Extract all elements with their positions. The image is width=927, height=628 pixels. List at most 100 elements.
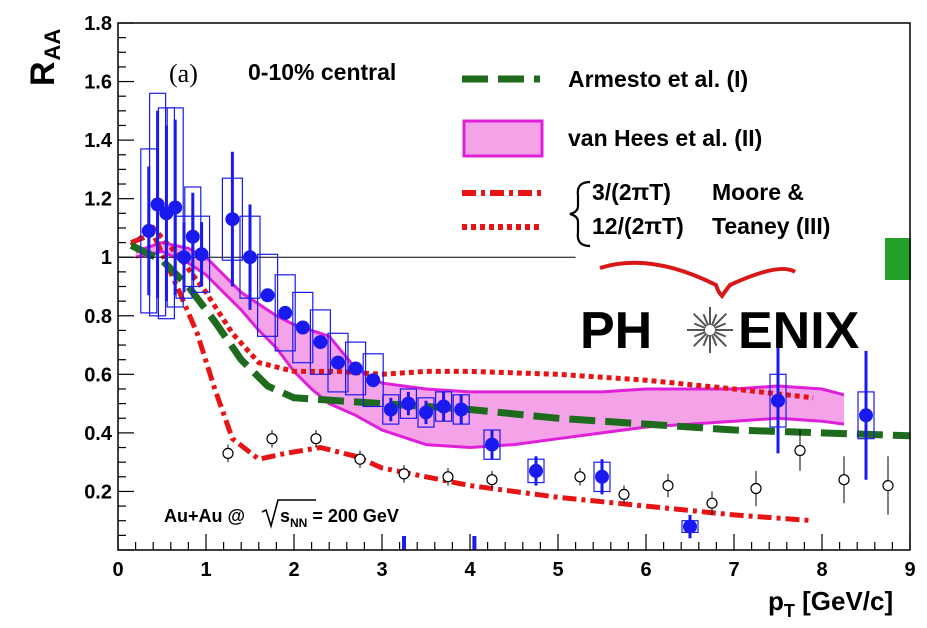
pi0-point [662,480,674,492]
electron-point [331,355,345,370]
energy-label: sNN = 200 GeV [280,506,399,530]
energy-value: = 200 GeV [307,506,399,526]
phenix-logo-ray [702,334,710,347]
electron-point [278,305,293,320]
electron-point [401,396,416,411]
y-tick-label: 1 [101,247,112,269]
x-tick-label: 7 [728,559,739,581]
y-tick-label: 0.8 [84,306,112,328]
y-tick-label: 1.8 [84,13,112,35]
phenix-logo-ray [714,322,727,330]
armesto-curve [129,242,911,440]
x-tick-label: 3 [376,559,387,581]
electron-point [383,402,398,417]
pi0-point [706,497,718,509]
pi0-point [442,471,454,483]
electron-point [366,373,381,388]
legend: Armesto et al. (I) van Hees et al. (II) … [462,66,830,248]
pi0-point [794,444,806,457]
electron-sys-box [309,309,331,375]
electron-sys-box [345,341,367,396]
x-axis-title-sub: T [784,601,795,621]
electron-point [141,223,156,238]
electron-sys-box [399,388,417,419]
collision-system-label: Au+Au @ [164,506,245,526]
van-hees-lower-edge [135,249,845,450]
electron-point [683,519,697,534]
pi0-point [574,471,586,483]
electron-point [529,463,543,478]
electron-point [185,229,200,244]
centrality-label: 0-10% central [248,59,396,85]
y-tick-label: 0.6 [84,364,112,386]
pi0-point [838,474,850,486]
legend-brace [569,180,591,248]
pi0-point [222,447,234,459]
electron-point [295,320,310,335]
electron-point [168,200,183,215]
moore-12-curve [129,224,814,401]
moore-3-curve [130,230,814,524]
electron-point [313,335,328,350]
electron-sys-box [257,253,279,337]
phenix-logo-ray [710,313,718,326]
electron-point [436,399,451,414]
electron-sys-box [327,332,349,393]
x-tick-label: 9 [904,559,915,581]
x-axis-title-unit: [GeV/c] [795,586,893,616]
pi0-point [882,480,894,492]
x-tick-label: 1 [200,559,211,581]
y-tick-label: 1.4 [84,130,113,152]
phenix-logo-ray [693,322,706,330]
phenix-logo: PH ENIX [580,260,860,360]
x-tick-label: 2 [288,559,299,581]
electron-point [485,437,499,452]
x-tick-label: 5 [552,559,563,581]
x-tick-label: 0 [112,559,123,581]
legend-group-label-1: Moore & [712,179,804,205]
electron-point [243,250,257,265]
legend-group-label-2: Teaney (III) [712,213,830,239]
phenix-logo-ray [712,312,728,328]
pi0-point [486,474,498,486]
y-tick-label: 0.4 [84,423,113,445]
pi0-points-group [222,430,894,515]
phenix-logo-left: PH [580,302,652,360]
axes-group: 0 1 2 3 4 5 6 7 8 9 0.2 0.4 0.6 0.8 1 1.2 1.4 1.6 1.8 [84,13,915,581]
electron-point [595,469,609,484]
electron-point [194,247,209,262]
x-tick-label: 4 [464,559,476,581]
y-tick-label: 1.2 [84,189,112,211]
legend-label-vanhees: van Hees et al. (II) [568,125,762,151]
phenix-logo-arc [599,260,797,300]
phenix-logo-ray [710,334,718,347]
electron-sys-box [362,353,384,408]
panel-label: (a) [169,59,198,88]
legend-label-armesto: Armesto et al. (I) [568,66,748,92]
electron-point [771,393,785,408]
phenix-logo-ray [714,330,727,338]
electron-sys-box [292,291,314,364]
electron-point [859,408,873,423]
y-axis-title-sub: AA [40,29,65,61]
electron-sys-box [274,274,296,352]
electron-point [419,405,433,420]
pi0-point [398,468,410,480]
electron-point [260,288,275,303]
phenix-logo-ray [702,313,710,326]
phenix-logo-right: ENIX [738,302,860,360]
electron-sys-box [382,394,400,425]
electron-point [150,197,165,212]
electron-sys-box [417,397,435,428]
electron-point [225,212,240,227]
phenix-logo-ray [693,330,706,338]
legend-label-moore12: 12/(2πT) [592,213,684,239]
offscale-markers-group [402,536,477,550]
electron-points-group [141,110,873,539]
phenix-logo-ray [692,332,708,348]
electron-point [348,361,363,376]
x-tick-label: 6 [640,559,651,581]
pi0-point [750,482,762,495]
x-axis-title: pT [GeV/c] [768,586,893,621]
